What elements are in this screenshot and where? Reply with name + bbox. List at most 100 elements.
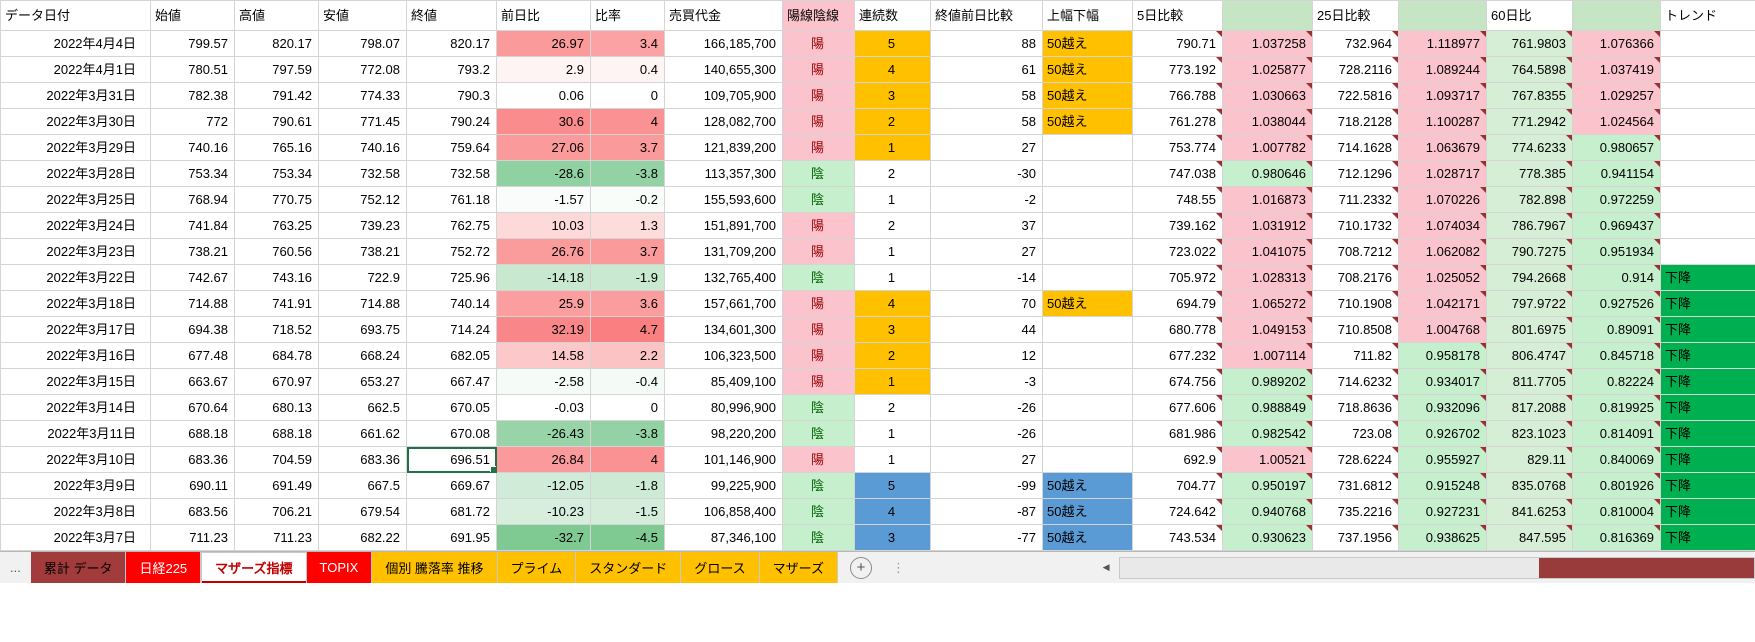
cell-d25[interactable]: 708.2176 — [1312, 264, 1399, 291]
cell-d25[interactable]: 731.6812 — [1312, 472, 1399, 499]
cell-d25r[interactable]: 0.934017 — [1398, 368, 1487, 395]
sheet-tab-mothers[interactable]: マザーズ — [759, 552, 839, 583]
cell-d5r[interactable]: 1.065272 — [1222, 290, 1313, 317]
cell-range[interactable] — [1042, 368, 1133, 395]
cell-d25r[interactable]: 0.938625 — [1398, 524, 1487, 551]
cell-d25[interactable]: 710.8508 — [1312, 316, 1399, 343]
cell-pct[interactable]: 3.6 — [590, 290, 665, 317]
cell-d60[interactable]: 801.6975 — [1486, 316, 1573, 343]
cell-trend[interactable]: 下降 — [1660, 394, 1755, 421]
cell-open[interactable]: 711.23 — [150, 524, 235, 551]
cell-trend[interactable] — [1660, 186, 1755, 213]
column-header-high[interactable]: 高値 — [234, 0, 319, 31]
cell-trend[interactable]: 下降 — [1660, 368, 1755, 395]
cell-d60[interactable]: 771.2942 — [1486, 108, 1573, 135]
sheet-tab-topix[interactable]: TOPIX — [306, 552, 373, 583]
cell-d60[interactable]: 797.9722 — [1486, 290, 1573, 317]
cell-d25r[interactable]: 1.089244 — [1398, 56, 1487, 83]
cell-d60[interactable]: 811.7705 — [1486, 368, 1573, 395]
cell-pct[interactable]: -0.4 — [590, 368, 665, 395]
cell-pct[interactable]: 3.7 — [590, 134, 665, 161]
cell-d5[interactable]: 747.038 — [1132, 160, 1223, 187]
cell-d5[interactable]: 753.774 — [1132, 134, 1223, 161]
cell-high[interactable]: 743.16 — [234, 264, 319, 291]
scrollbar-track[interactable] — [1119, 556, 1755, 579]
cell-value[interactable]: 121,839,200 — [664, 134, 783, 161]
cell-high[interactable]: 765.16 — [234, 134, 319, 161]
cell-trend[interactable]: 下降 — [1660, 342, 1755, 369]
cell-d60r[interactable]: 0.810004 — [1572, 498, 1661, 525]
cell-date[interactable]: 2022年3月14日 — [0, 394, 151, 421]
cell-candle[interactable]: 陰 — [782, 420, 855, 447]
cell-d5r[interactable]: 0.930623 — [1222, 524, 1313, 551]
cell-streak[interactable]: 1 — [854, 134, 931, 161]
cell-pct[interactable]: 0 — [590, 394, 665, 421]
cell-range[interactable]: 50越え — [1042, 498, 1133, 525]
cell-d60[interactable]: 782.898 — [1486, 186, 1573, 213]
cell-d5r[interactable]: 1.038044 — [1222, 108, 1313, 135]
cell-candle[interactable]: 陰 — [782, 394, 855, 421]
cell-pct[interactable]: -3.8 — [590, 160, 665, 187]
column-header-d5[interactable]: 5日比較 — [1132, 0, 1223, 31]
cell-range[interactable]: 50越え — [1042, 472, 1133, 499]
cell-range[interactable] — [1042, 186, 1133, 213]
cell-date[interactable]: 2022年3月22日 — [0, 264, 151, 291]
cell-open[interactable]: 690.11 — [150, 472, 235, 499]
cell-close[interactable]: 790.24 — [406, 108, 497, 135]
cell-date[interactable]: 2022年3月16日 — [0, 342, 151, 369]
cell-range[interactable]: 50越え — [1042, 108, 1133, 135]
cell-candle[interactable]: 陽 — [782, 368, 855, 395]
cell-cmp[interactable]: -26 — [930, 420, 1043, 447]
cell-pct[interactable]: 4.7 — [590, 316, 665, 343]
cell-d25[interactable]: 710.1732 — [1312, 212, 1399, 239]
cell-d5[interactable]: 748.55 — [1132, 186, 1223, 213]
cell-close[interactable]: 759.64 — [406, 134, 497, 161]
cell-high[interactable]: 704.59 — [234, 446, 319, 473]
cell-low[interactable]: 679.54 — [318, 498, 407, 525]
cell-date[interactable]: 2022年3月11日 — [0, 420, 151, 447]
cell-close[interactable]: 820.17 — [406, 30, 497, 57]
cell-range[interactable] — [1042, 238, 1133, 265]
cell-streak[interactable]: 5 — [854, 472, 931, 499]
cell-open[interactable]: 670.64 — [150, 394, 235, 421]
cell-value[interactable]: 134,601,300 — [664, 316, 783, 343]
cell-range[interactable] — [1042, 160, 1133, 187]
cell-low[interactable]: 740.16 — [318, 134, 407, 161]
cell-open[interactable]: 780.51 — [150, 56, 235, 83]
cell-d25r[interactable]: 0.955927 — [1398, 446, 1487, 473]
cell-low[interactable]: 771.45 — [318, 108, 407, 135]
cell-pct[interactable]: -0.2 — [590, 186, 665, 213]
cell-low[interactable]: 683.36 — [318, 446, 407, 473]
cell-low[interactable]: 798.07 — [318, 30, 407, 57]
cell-trend[interactable]: 下降 — [1660, 290, 1755, 317]
cell-value[interactable]: 140,655,300 — [664, 56, 783, 83]
cell-close[interactable]: 740.14 — [406, 290, 497, 317]
cell-trend[interactable] — [1660, 30, 1755, 57]
cell-pct[interactable]: 4 — [590, 446, 665, 473]
cell-change[interactable]: -1.57 — [496, 186, 591, 213]
cell-high[interactable]: 691.49 — [234, 472, 319, 499]
column-header-d25r[interactable] — [1398, 0, 1487, 31]
cell-date[interactable]: 2022年3月24日 — [0, 212, 151, 239]
cell-d5r[interactable]: 1.041075 — [1222, 238, 1313, 265]
sheet-tab-individual-updown-trend[interactable]: 個別 騰落率 推移 — [372, 552, 498, 583]
cell-d25r[interactable]: 0.958178 — [1398, 342, 1487, 369]
cell-trend[interactable] — [1660, 82, 1755, 109]
cell-value[interactable]: 113,357,300 — [664, 160, 783, 187]
cell-candle[interactable]: 陽 — [782, 316, 855, 343]
cell-d25[interactable]: 711.82 — [1312, 342, 1399, 369]
cell-value[interactable]: 80,996,900 — [664, 394, 783, 421]
cell-date[interactable]: 2022年3月15日 — [0, 368, 151, 395]
cell-d60r[interactable]: 0.941154 — [1572, 160, 1661, 187]
cell-candle[interactable]: 陽 — [782, 108, 855, 135]
cell-pct[interactable]: 4 — [590, 108, 665, 135]
cell-trend[interactable] — [1660, 134, 1755, 161]
cell-high[interactable]: 741.91 — [234, 290, 319, 317]
cell-d25r[interactable]: 1.025052 — [1398, 264, 1487, 291]
cell-high[interactable]: 718.52 — [234, 316, 319, 343]
cell-d5[interactable]: 677.606 — [1132, 394, 1223, 421]
cell-high[interactable]: 688.18 — [234, 420, 319, 447]
cell-streak[interactable]: 4 — [854, 290, 931, 317]
cell-date[interactable]: 2022年3月25日 — [0, 186, 151, 213]
cell-d5r[interactable]: 1.028313 — [1222, 264, 1313, 291]
